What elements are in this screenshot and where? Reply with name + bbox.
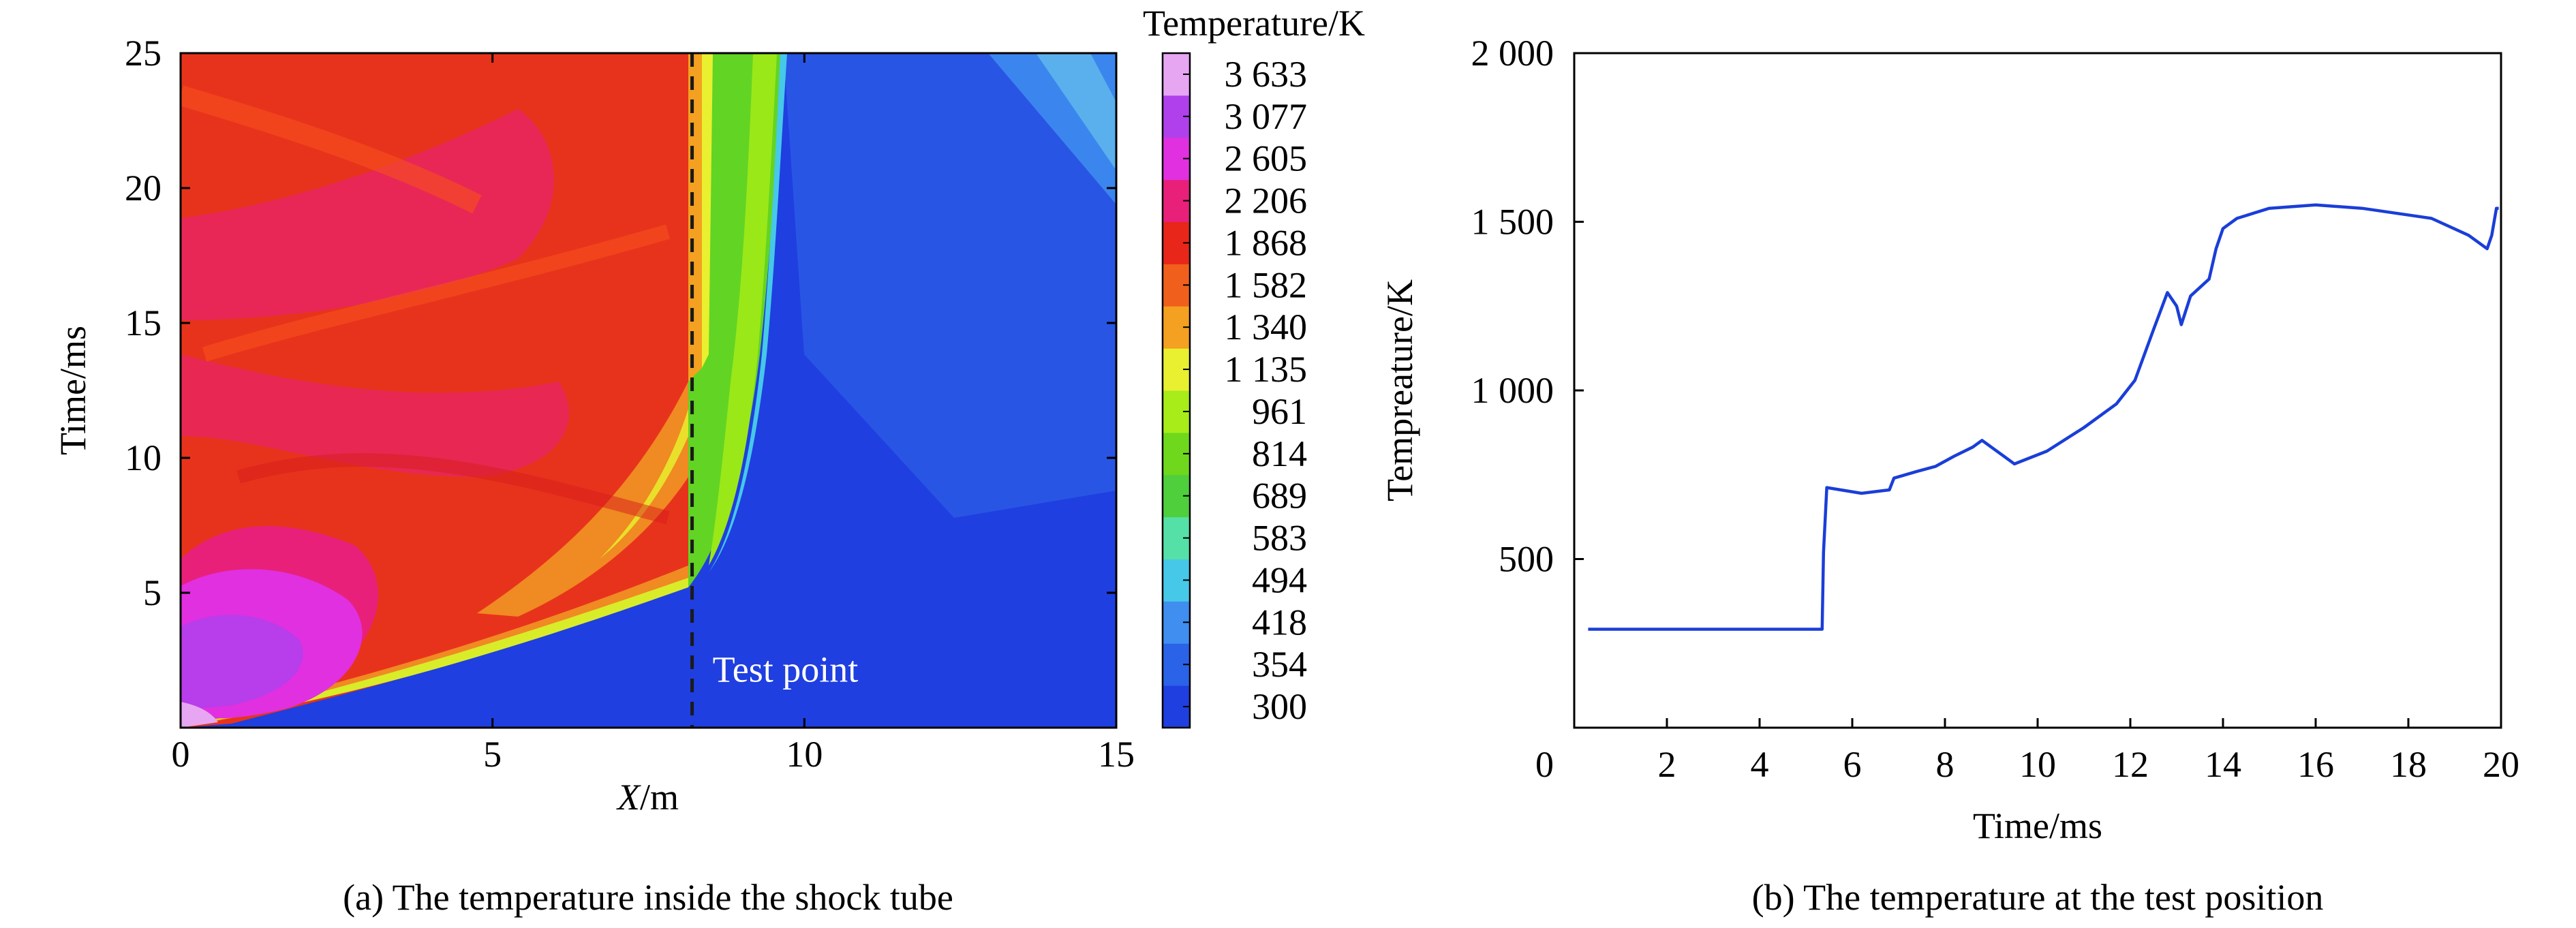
colorbar-label: 300 (1252, 686, 1307, 727)
region-shocked-band-light (709, 53, 777, 566)
plot-a-frame (179, 52, 1118, 729)
colorbar-title: Temperature/K (1143, 3, 1365, 44)
colorbar-label: 689 (1252, 476, 1307, 516)
y-tick-label-b: 1 000 (1471, 370, 1554, 411)
x-tick-label-a: 0 (172, 734, 190, 775)
y-tick-label-a: 5 (143, 572, 162, 613)
x-axis-label-b: Time/ms (1973, 805, 2102, 846)
test-point-label: Test point (713, 649, 859, 690)
region-reflected-wave (784, 53, 1116, 518)
region-patch-1 (181, 109, 554, 320)
x-tick-label-a: 15 (1098, 734, 1135, 775)
colorbar-label: 3 077 (1225, 96, 1308, 137)
colorbar-frame (1161, 52, 1191, 729)
x-tick-label-b: 6 (1843, 744, 1862, 785)
colorbar-label: 494 (1252, 559, 1307, 600)
y-tick-label-a: 10 (125, 437, 162, 478)
x-tick-label-b: 10 (2019, 744, 2056, 785)
colorbar-label: 961 (1252, 391, 1307, 432)
colorbar-label: 354 (1252, 644, 1307, 685)
region-hot-core-light (181, 702, 218, 728)
colorbar-label: 2 206 (1225, 181, 1308, 221)
colorbar-label: 3 633 (1225, 54, 1308, 95)
colorbar-label: 418 (1252, 602, 1307, 643)
x-axis-label-a-unit: /m (640, 777, 679, 818)
axes-b: 0 2 4 6 8 10 12 14 16 18 20 500 1 000 1 500 2 000 (1471, 33, 2520, 785)
x-tick-label-b: 2 (1658, 744, 1676, 785)
region-hot-core-inner (181, 615, 303, 709)
colorbar-label: 1 868 (1225, 222, 1308, 263)
x-tick-label-b: 12 (2112, 744, 2149, 785)
region-streak-1 (181, 85, 482, 214)
region-streak-2 (202, 224, 671, 362)
x-tick-label-a: 10 (786, 734, 823, 775)
x-tick-label-b: 20 (2483, 744, 2519, 785)
caption-b: (b) The temperature at the test position (1752, 877, 2324, 918)
y-tick-label-b: 2 000 (1471, 33, 1554, 74)
x-axis-label-a: X/m (616, 777, 679, 818)
y-axis-label-b: Tempreature/K (1379, 279, 1420, 501)
colorbar-label: 1 582 (1225, 264, 1308, 305)
x-tick-label-a: 5 (483, 734, 502, 775)
region-shock-edge (709, 53, 787, 572)
region-patch-2 (181, 354, 569, 477)
region-wedge (477, 382, 688, 617)
caption-a: (a) The temperature inside the shock tub… (343, 877, 953, 918)
colorbar-label: 583 (1252, 518, 1307, 559)
x-tick-label-b: 16 (2297, 744, 2334, 785)
x-tick-label-b: 4 (1751, 744, 1769, 785)
y-tick-label-a: 15 (125, 303, 162, 343)
plot-b-frame (1573, 52, 2502, 729)
y-tick-label-a: 25 (125, 33, 162, 74)
x-tick-label-b: 0 (1535, 744, 1554, 785)
x-tick-label-b: 14 (2205, 744, 2241, 785)
colorbar-label: 1 340 (1225, 307, 1308, 347)
temperature-field (181, 53, 1116, 728)
region-contact-strip-yellow (702, 53, 713, 368)
x-tick-label-b: 8 (1936, 744, 1954, 785)
y-tick-label-b: 1 500 (1471, 202, 1554, 243)
colorbar-label: 814 (1252, 433, 1307, 474)
x-axis-label-a-var: X (616, 777, 641, 818)
y-tick-label-a: 20 (125, 168, 162, 208)
panel-a: Test point 0 5 10 15 5 10 15 20 25 X/m Time/ms (… (52, 3, 1365, 918)
panel-b: 0 2 4 6 8 10 12 14 16 18 20 500 1 000 1 500 2 000 Time… (1379, 33, 2519, 918)
region-corner-wave-inner (1036, 53, 1116, 170)
colorbar-label: 2 605 (1225, 138, 1308, 179)
x-tick-label-b: 18 (2390, 744, 2427, 785)
colorbar-label: 1 135 (1225, 349, 1308, 390)
y-axis-label-a: Time/ms (52, 326, 93, 455)
axes-a: 0 5 10 15 5 10 15 20 25 (125, 33, 1135, 775)
temperature-series-line (1588, 203, 2499, 631)
region-streak-3 (236, 453, 670, 525)
y-tick-label-b: 500 (1499, 539, 1554, 580)
